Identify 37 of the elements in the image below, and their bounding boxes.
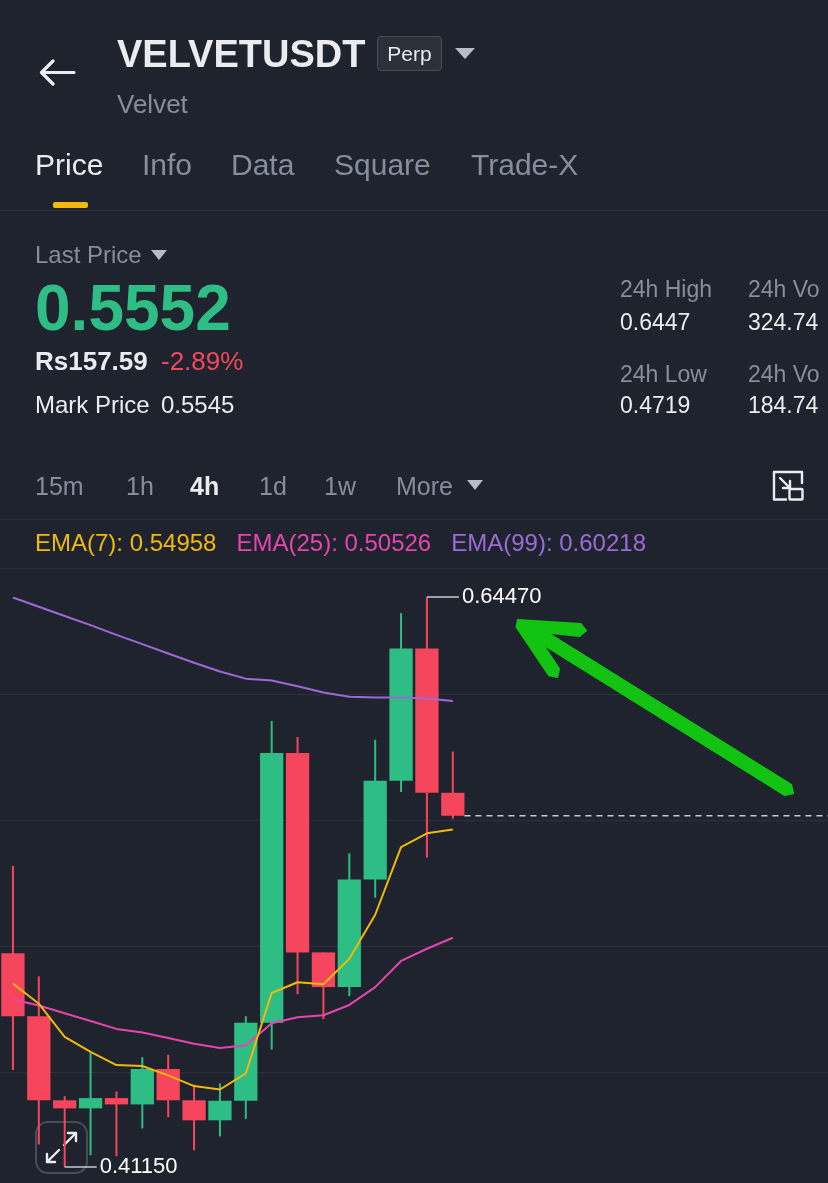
text: 324.74 [748,309,819,335]
text: Info [142,148,193,182]
text: 24h High [620,276,713,302]
text: Rs157.59 [35,345,148,376]
candlestick [53,1095,77,1168]
text: 24h Vo [748,361,820,387]
text: 4h [190,471,220,500]
chart-title: VELVETUSDT [117,33,366,76]
annotation: 0.64470 [461,583,542,609]
candlestick [78,1051,103,1157]
text: EMA(25): 0.50526 [236,528,432,556]
text: -2.89% [161,345,244,376]
text: 1d [259,471,287,500]
text: 1w [324,471,356,500]
text: 24h Vo [748,276,820,302]
text: Trade-X [471,148,579,182]
text: Mark Price [35,390,150,418]
text: Last Price [35,240,142,268]
candlestick [208,1082,232,1138]
text: EMA(99): 0.60218 [451,528,646,556]
text: Square [334,148,431,182]
candlestick [104,1090,129,1158]
candlestick [441,750,465,820]
annotation: 0.41150 [99,1153,178,1179]
chart-subtitle: Velvet [117,88,188,119]
text: 0.6447 [620,309,691,335]
text: EMA(7): 0.54958 [35,528,217,556]
text: 0.5552 [35,271,231,344]
text: 0.5545 [161,390,235,418]
text: 24h Low [620,361,707,387]
text: 184.74 [748,392,819,418]
text: Data [231,148,295,182]
text: 15m [35,471,84,500]
text: Price [35,148,104,182]
text: More [396,471,453,500]
text: 1h [126,471,154,500]
text: 0.4719 [620,392,691,418]
